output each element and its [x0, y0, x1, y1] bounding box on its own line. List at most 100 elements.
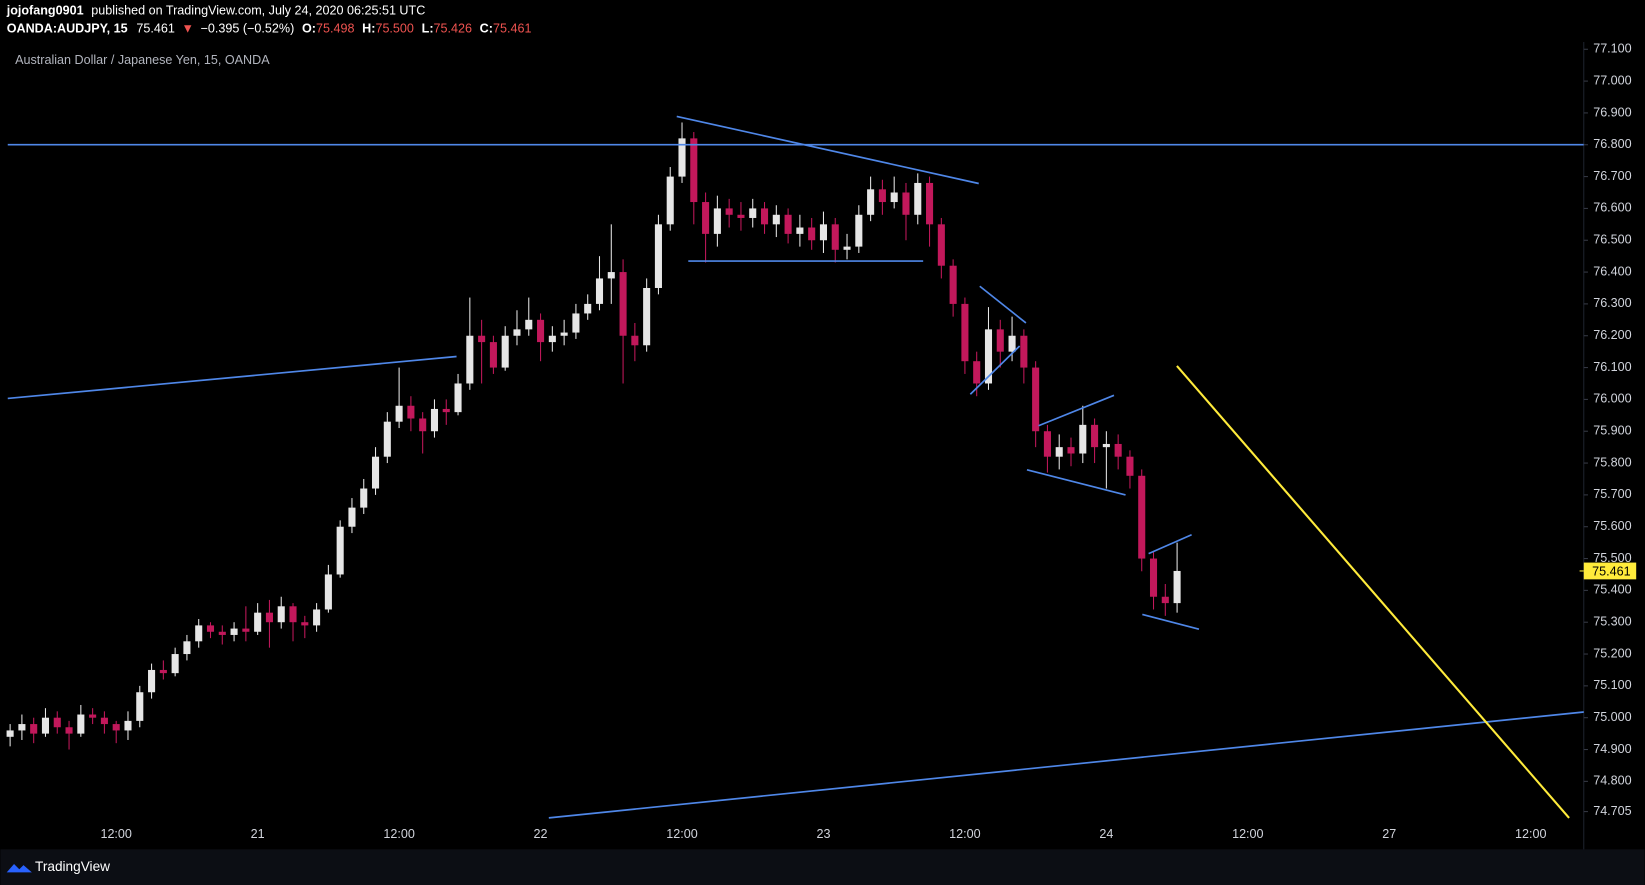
- candle-body: [973, 361, 981, 384]
- y-tick-label: 75.600: [1593, 519, 1631, 533]
- candle-body: [277, 606, 285, 623]
- h-value: 75.500: [375, 22, 413, 36]
- candle-body: [41, 717, 50, 734]
- h-label: H:: [362, 22, 375, 36]
- y-tick-label: 77.000: [1593, 73, 1631, 87]
- x-tick-label: 12:00: [100, 827, 131, 841]
- y-tick-label: 76.700: [1593, 169, 1631, 183]
- trend-line: [1142, 613, 1200, 630]
- candle-body: [713, 208, 721, 234]
- l-value: 75.426: [434, 22, 472, 36]
- candle-body: [961, 303, 969, 362]
- candle-body: [619, 272, 627, 336]
- candle-body: [749, 208, 757, 218]
- candle-body: [984, 329, 993, 384]
- brand: TradingView: [35, 859, 110, 874]
- y-tick-label: 75.900: [1593, 424, 1631, 438]
- candle-body: [1102, 443, 1110, 448]
- candle-body: [407, 405, 415, 419]
- candle-body: [419, 418, 427, 432]
- price: 75.461: [136, 22, 174, 36]
- trend-line: [1038, 394, 1115, 427]
- candle-body: [313, 609, 321, 626]
- y-tick-label: 75.200: [1593, 646, 1631, 660]
- x-tick-label: 12:00: [949, 827, 980, 841]
- candle-body: [324, 574, 332, 610]
- candle-body: [643, 287, 651, 346]
- candle-body: [65, 727, 73, 734]
- candle-body: [265, 612, 273, 623]
- candle-body: [878, 189, 886, 203]
- candle-body: [1067, 447, 1075, 454]
- candle-body: [1091, 424, 1099, 448]
- x-tick-label: 27: [1382, 827, 1396, 841]
- change: −0.395 (−0.52%): [201, 22, 295, 36]
- x-tick-label: 12:00: [383, 827, 414, 841]
- candle-body: [195, 625, 203, 642]
- candle-body: [760, 208, 769, 225]
- footer-bar: [0, 849, 1645, 885]
- y-tick-label: 76.800: [1593, 137, 1631, 151]
- marks: [6, 122, 1181, 750]
- trend-line: [969, 345, 1021, 395]
- candle-body: [466, 335, 474, 384]
- candle-body: [89, 714, 97, 718]
- y-tick-label: 76.600: [1593, 201, 1631, 215]
- candle-body: [725, 208, 733, 215]
- candle-body: [702, 202, 710, 234]
- candle-body: [18, 724, 26, 731]
- candle-body: [914, 182, 922, 215]
- publish-line: jojofang0901 published on TradingView.co…: [6, 4, 426, 18]
- logo-icon: [6, 864, 32, 873]
- candle-body: [124, 720, 132, 731]
- x-tick-label: 22: [534, 827, 548, 841]
- candle-body: [30, 724, 38, 734]
- candle-body: [442, 408, 450, 413]
- candle-body: [525, 319, 533, 330]
- projection-line: [1176, 365, 1570, 819]
- trend-line: [1148, 534, 1192, 555]
- candle-body: [489, 342, 497, 368]
- candle-body: [1114, 443, 1122, 457]
- candle-body: [218, 631, 226, 635]
- trend-line: [7, 355, 457, 400]
- candle-body: [1055, 447, 1063, 457]
- candle-body: [996, 329, 1004, 352]
- candle-body: [607, 272, 615, 279]
- candle-body: [666, 176, 674, 225]
- chart-title: Australian Dollar / Japanese Yen, 15, OA…: [15, 53, 270, 67]
- candle-body: [148, 669, 156, 693]
- last-price-box: [1583, 562, 1637, 580]
- candle-body: [242, 628, 250, 632]
- y-tick-label: 75.800: [1593, 455, 1631, 469]
- candle-body: [584, 303, 592, 314]
- trend-line: [548, 711, 1584, 819]
- candle-body: [430, 408, 439, 432]
- candle-body: [654, 224, 662, 288]
- y-tick-label: 75.400: [1593, 583, 1631, 597]
- x-tick-label: 12:00: [1232, 827, 1263, 841]
- candle-body: [1138, 475, 1146, 559]
- candle-body: [206, 625, 215, 632]
- candle-body: [395, 405, 403, 422]
- candle-body: [136, 692, 144, 721]
- y-tick-label: 76.900: [1593, 105, 1631, 119]
- y-tick-label: 76.100: [1593, 360, 1631, 374]
- candle-body: [937, 224, 945, 266]
- candle-body: [289, 606, 297, 623]
- candle-body: [772, 214, 780, 225]
- author: jojofang0901: [6, 4, 84, 18]
- logo: TradingView: [6, 859, 110, 874]
- y-tick-label: 74.900: [1593, 742, 1631, 756]
- c-label: C:: [480, 22, 493, 36]
- y-tick-label: 74.800: [1593, 774, 1631, 788]
- arrow: ▼: [182, 22, 194, 36]
- candle-body: [348, 507, 356, 527]
- candle-body: [171, 654, 179, 674]
- y-tick-label: 75.100: [1593, 678, 1631, 692]
- candle-body: [254, 612, 262, 632]
- candle-body: [784, 214, 792, 234]
- candle-body: [100, 717, 108, 725]
